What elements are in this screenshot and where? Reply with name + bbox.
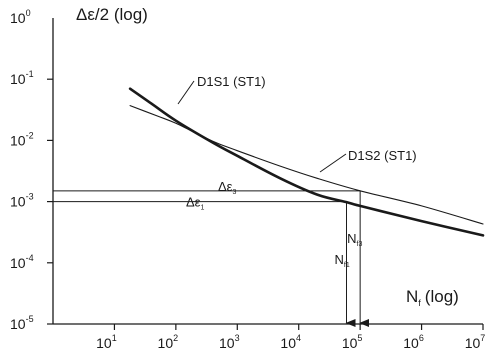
- x-tick-label-3-base: 10: [280, 335, 296, 351]
- x-tick-label-4: 105: [342, 333, 363, 351]
- x-tick-label-5: 106: [403, 333, 424, 351]
- x-tick-label-0-exp: 1: [112, 333, 117, 343]
- y-tick-label-5-exp: -5: [26, 314, 34, 324]
- series-group: [128, 87, 485, 237]
- y-tick-label-0-base: 10: [10, 10, 26, 26]
- y-tick-label-0-exp: 0: [26, 8, 31, 18]
- x-tick-label-2: 103: [219, 333, 240, 351]
- x-tick-label-5-base: 10: [403, 335, 419, 351]
- y-tick-label-5: 10-5: [10, 314, 34, 332]
- annotation-life-label-d_eps_3: Nf3: [347, 231, 362, 248]
- x-ticks: 101 102 103 104 105 106 107: [96, 324, 485, 351]
- series-labels: D1S1 (ST1) D1S2 (ST1): [177, 74, 417, 173]
- leader-d1s1: [177, 80, 195, 105]
- x-axis-title: Nf (log): [406, 287, 459, 308]
- y-tick-label-1-base: 10: [10, 71, 26, 87]
- annotation-label-d_eps_3: Δε3: [218, 179, 236, 196]
- y-axis-title: Δε/2 (log): [76, 5, 148, 24]
- x-tick-label-6: 107: [465, 333, 486, 351]
- x-tick-label-4-base: 10: [342, 335, 358, 351]
- y-tick-label-1-exp: -1: [26, 69, 34, 79]
- x-tick-label-1-base: 10: [158, 335, 174, 351]
- annotation-life-label-d_eps_1: Nf1: [335, 252, 350, 269]
- series-label-d1s1: D1S1 (ST1): [197, 74, 266, 89]
- x-axis-title-sub: f: [418, 298, 421, 308]
- series-label-d1s2: D1S2 (ST1): [348, 148, 417, 163]
- y-tick-label-1: 10-1: [10, 69, 34, 87]
- x-tick-label-2-base: 10: [219, 335, 235, 351]
- y-tick-label-3-exp: -3: [26, 192, 34, 202]
- x-tick-label-6-exp: 7: [480, 333, 485, 343]
- x-tick-label-3: 104: [280, 333, 301, 351]
- x-axis-title-suffix: (log): [425, 287, 459, 306]
- x-tick-label-6-base: 10: [465, 335, 481, 351]
- x-tick-label-0: 101: [96, 333, 117, 351]
- axes: [52, 18, 483, 325]
- annotations: Δε3 Nf3 Δε1 Nf1: [53, 179, 370, 327]
- y-tick-label-2-base: 10: [10, 132, 26, 148]
- x-tick-label-2-exp: 3: [235, 333, 240, 343]
- y-tick-label-0: 100: [10, 8, 31, 26]
- x-tick-label-1: 102: [158, 333, 179, 351]
- x-tick-label-0-base: 10: [96, 335, 112, 351]
- y-tick-label-4: 10-4: [10, 253, 34, 271]
- x-axis-title-main: N: [406, 287, 418, 306]
- y-tick-label-4-base: 10: [10, 255, 26, 271]
- y-tick-label-4-exp: -4: [26, 253, 34, 263]
- series-line-d1s1: [128, 87, 485, 237]
- y-tick-label-2: 10-2: [10, 130, 34, 148]
- y-tick-label-3: 10-3: [10, 192, 34, 210]
- y-tick-label-3-base: 10: [10, 194, 26, 210]
- annotation-label-d_eps_1: Δε1: [186, 195, 204, 212]
- x-tick-label-3-exp: 4: [296, 333, 301, 343]
- y-tick-label-2-exp: -2: [26, 130, 34, 140]
- y-tick-label-5-base: 10: [10, 316, 26, 332]
- x-tick-label-5-exp: 6: [419, 333, 424, 343]
- series-line-d1s2: [129, 105, 484, 225]
- leader-d1s2: [319, 153, 347, 173]
- x-tick-label-4-exp: 5: [357, 333, 362, 343]
- x-tick-label-1-exp: 2: [173, 333, 178, 343]
